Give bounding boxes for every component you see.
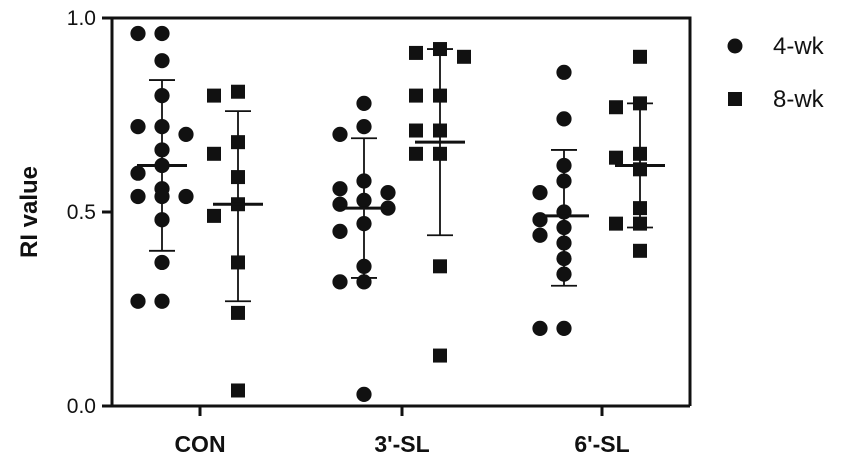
data-point: [231, 305, 245, 320]
data-point: [207, 208, 221, 223]
data-point: [356, 95, 372, 111]
data-point: [130, 119, 146, 135]
data-point: [231, 170, 245, 185]
data-point: [409, 88, 423, 103]
group-1-0: [207, 84, 263, 398]
data-point: [332, 126, 348, 142]
data-point: [556, 320, 572, 336]
data-point: [332, 223, 348, 239]
data-point: [356, 173, 372, 189]
data-point: [130, 25, 146, 42]
data-point: [556, 157, 572, 174]
data-point: [154, 212, 170, 228]
legend-label: 4-wk: [773, 33, 825, 60]
data-point: [433, 146, 447, 161]
data-point: [207, 88, 221, 103]
y-tick-label: 0.0: [67, 395, 96, 418]
data-point: [154, 293, 170, 309]
data-point: [356, 274, 372, 290]
data-point: [154, 119, 170, 135]
x-category-label: 6'-SL: [574, 431, 629, 457]
y-tick-label: 1.0: [67, 7, 96, 30]
plot-marks: [130, 25, 665, 402]
x-category-label: CON: [174, 431, 225, 457]
data-point: [556, 173, 572, 189]
data-point: [556, 235, 572, 251]
data-point: [633, 146, 647, 161]
data-point: [207, 146, 221, 161]
data-point: [356, 192, 372, 208]
data-point: [332, 181, 348, 197]
data-point: [556, 219, 572, 236]
data-point: [633, 49, 647, 64]
legend-marker-circle: [727, 38, 743, 54]
y-tick-label: 0.5: [67, 201, 96, 224]
data-point: [154, 142, 170, 158]
data-point: [433, 88, 447, 103]
data-point: [433, 123, 447, 138]
data-point: [154, 25, 170, 42]
data-point: [609, 100, 623, 115]
data-point: [633, 201, 647, 216]
data-point: [409, 45, 423, 60]
group-0-2: [532, 64, 589, 336]
data-point: [231, 255, 245, 270]
data-point: [556, 250, 572, 267]
data-point: [532, 227, 548, 243]
data-point: [433, 259, 447, 274]
legend-marker-square: [728, 92, 742, 106]
data-point: [556, 111, 572, 127]
data-point: [154, 188, 170, 205]
data-point: [433, 348, 447, 363]
y-axis-title: RI value: [16, 166, 43, 258]
group-0-1: [332, 95, 396, 402]
data-point: [178, 188, 194, 205]
data-point: [433, 42, 447, 57]
data-point: [231, 84, 245, 99]
data-point: [130, 293, 146, 309]
data-point: [380, 185, 396, 201]
legend: 4-wk 8-wk: [727, 33, 825, 113]
group-1-2: [609, 49, 665, 258]
data-point: [409, 146, 423, 161]
y-ticks: 0.0 0.5 1.0: [67, 7, 112, 418]
data-point: [130, 165, 146, 181]
group-1-1: [409, 42, 471, 363]
data-point: [532, 185, 548, 201]
x-category-labels: CON 3'-SL 6'-SL: [174, 406, 630, 457]
data-point: [409, 123, 423, 138]
data-point: [231, 383, 245, 398]
data-point: [609, 216, 623, 231]
data-point: [633, 243, 647, 258]
data-point: [457, 49, 471, 64]
data-point: [178, 126, 194, 142]
data-point: [332, 274, 348, 290]
data-point: [231, 135, 245, 150]
data-point: [556, 64, 572, 80]
legend-label: 8-wk: [773, 86, 825, 113]
data-point: [356, 258, 372, 274]
data-point: [356, 386, 372, 402]
data-point: [154, 88, 170, 104]
data-point: [356, 119, 372, 135]
data-point: [154, 53, 170, 69]
data-point: [633, 96, 647, 111]
data-point: [130, 188, 146, 205]
data-point: [609, 150, 623, 165]
group-0-0: [130, 25, 194, 309]
data-point: [633, 216, 647, 231]
data-point: [356, 216, 372, 232]
data-point: [556, 266, 572, 282]
data-point: [154, 254, 170, 271]
x-category-label: 3'-SL: [374, 431, 429, 457]
data-point: [532, 320, 548, 336]
